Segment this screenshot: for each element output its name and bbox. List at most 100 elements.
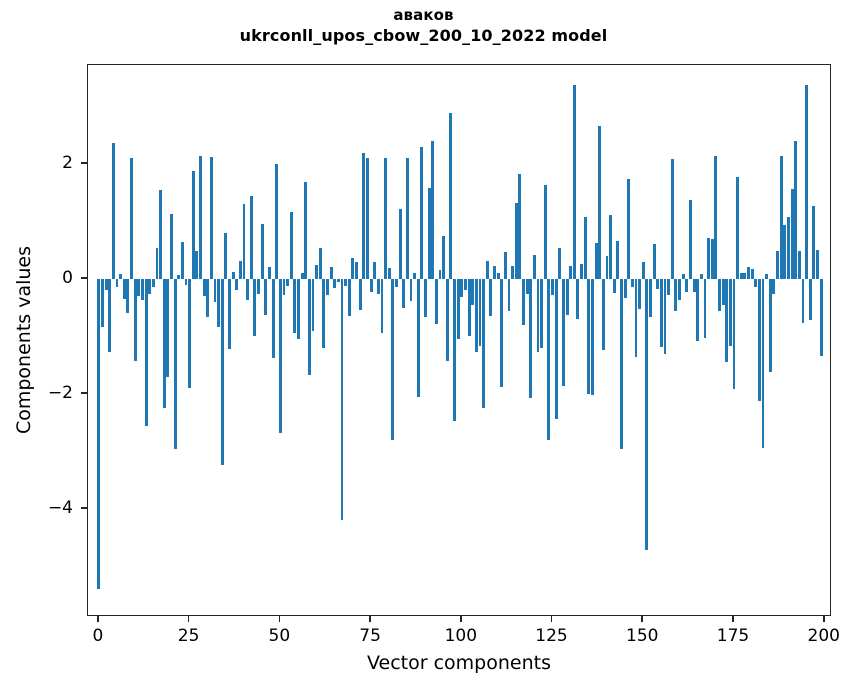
bar bbox=[104, 278, 108, 291]
y-tick-label: −4 bbox=[47, 497, 73, 518]
bar bbox=[463, 278, 467, 291]
bar bbox=[380, 278, 384, 333]
bar bbox=[126, 278, 130, 314]
bar bbox=[467, 278, 471, 337]
bar bbox=[616, 240, 620, 279]
y-tick bbox=[81, 392, 87, 394]
bar bbox=[209, 157, 213, 279]
bar bbox=[805, 84, 809, 279]
bar bbox=[714, 156, 718, 279]
bar bbox=[456, 278, 460, 340]
x-tick-label: 75 bbox=[359, 626, 381, 646]
bar bbox=[670, 159, 674, 279]
bar bbox=[754, 278, 758, 287]
bar bbox=[130, 158, 133, 279]
x-axis-label: Vector components bbox=[87, 652, 831, 674]
bar bbox=[721, 278, 725, 305]
bar bbox=[271, 278, 275, 359]
bar bbox=[228, 278, 231, 350]
bar bbox=[471, 278, 475, 306]
bar bbox=[420, 146, 424, 279]
bar bbox=[180, 242, 184, 279]
bar bbox=[612, 278, 616, 293]
bar bbox=[598, 125, 602, 279]
bar bbox=[728, 278, 732, 347]
bar bbox=[797, 250, 801, 279]
bar bbox=[645, 278, 649, 551]
bar bbox=[242, 204, 246, 279]
bar bbox=[743, 272, 747, 279]
bar bbox=[543, 185, 547, 279]
bar bbox=[808, 278, 812, 320]
bar bbox=[424, 278, 427, 317]
bar bbox=[170, 213, 173, 279]
x-tick-label: 200 bbox=[807, 626, 840, 646]
bar bbox=[395, 278, 398, 287]
bar bbox=[678, 278, 681, 300]
x-tick-label: 100 bbox=[444, 626, 478, 646]
x-tick bbox=[641, 616, 644, 622]
bar bbox=[801, 278, 805, 324]
bar bbox=[641, 261, 645, 279]
bar bbox=[790, 188, 794, 279]
bar bbox=[689, 199, 692, 279]
bar bbox=[627, 179, 631, 279]
bar bbox=[293, 278, 297, 333]
bar bbox=[297, 278, 300, 340]
x-tick bbox=[550, 616, 553, 622]
bar bbox=[507, 278, 511, 311]
plot-area bbox=[87, 64, 831, 616]
bar bbox=[347, 278, 351, 317]
bar bbox=[710, 238, 714, 279]
x-tick bbox=[460, 616, 462, 622]
bar bbox=[659, 278, 663, 348]
bar bbox=[623, 278, 627, 299]
bar bbox=[373, 261, 377, 279]
bar bbox=[315, 265, 319, 279]
bar bbox=[133, 278, 137, 362]
bar bbox=[638, 278, 642, 309]
bar bbox=[184, 278, 188, 285]
bar bbox=[318, 248, 322, 279]
x-tick-label: 0 bbox=[92, 626, 104, 646]
bar bbox=[779, 155, 783, 279]
bar bbox=[620, 278, 623, 450]
bar bbox=[427, 188, 431, 279]
bar bbox=[275, 163, 279, 279]
bar bbox=[326, 278, 329, 295]
bar bbox=[409, 278, 413, 302]
bar bbox=[605, 255, 609, 279]
bar bbox=[431, 140, 435, 279]
bar bbox=[478, 278, 482, 347]
bar bbox=[489, 278, 493, 316]
bar bbox=[140, 278, 144, 300]
y-tick-label: 2 bbox=[62, 152, 73, 173]
bar bbox=[685, 278, 689, 292]
bar bbox=[772, 278, 776, 294]
bar bbox=[739, 272, 743, 279]
bar bbox=[540, 278, 544, 348]
bar bbox=[565, 278, 569, 315]
bar bbox=[558, 247, 562, 279]
bar bbox=[202, 278, 206, 297]
bar bbox=[707, 237, 711, 279]
bar bbox=[199, 155, 202, 279]
bar bbox=[663, 278, 667, 355]
bar bbox=[474, 278, 478, 352]
bar bbox=[667, 278, 671, 295]
bar bbox=[518, 174, 522, 279]
bar bbox=[496, 273, 500, 279]
bar bbox=[300, 272, 304, 279]
bar bbox=[119, 273, 123, 279]
bar bbox=[522, 278, 525, 325]
bar bbox=[747, 267, 750, 279]
bar bbox=[445, 278, 449, 361]
x-tick bbox=[97, 616, 99, 622]
bar bbox=[224, 232, 228, 279]
bar bbox=[289, 212, 293, 279]
x-tick-label: 150 bbox=[626, 626, 659, 646]
bar bbox=[398, 208, 402, 279]
bar bbox=[137, 278, 141, 296]
bar bbox=[235, 278, 239, 291]
bar bbox=[220, 278, 224, 465]
